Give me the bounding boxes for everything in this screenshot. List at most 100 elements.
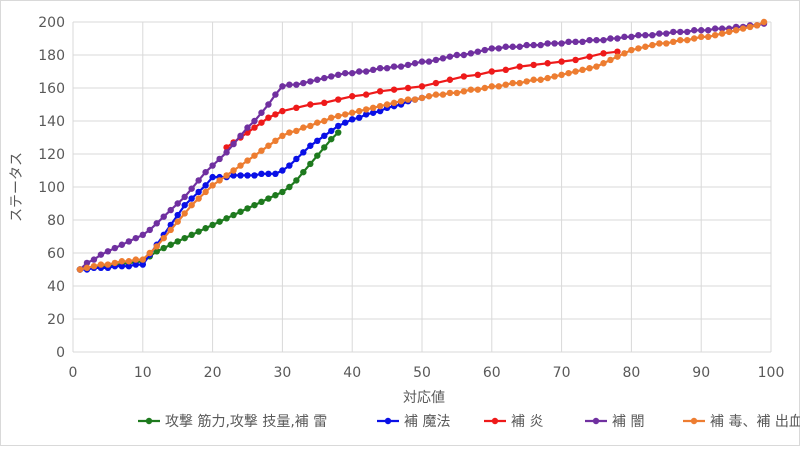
data-point — [258, 170, 265, 177]
data-point — [188, 201, 195, 209]
data-point — [118, 241, 126, 248]
data-point — [530, 41, 537, 49]
data-point — [258, 198, 265, 206]
legend-item: 補 魔法 — [377, 414, 450, 430]
data-point — [265, 142, 272, 149]
data-point — [293, 177, 300, 184]
data-point — [376, 102, 384, 110]
x-tick-label: 10 — [134, 365, 152, 381]
data-point — [265, 114, 272, 121]
data-point — [258, 147, 265, 154]
data-point — [467, 86, 475, 93]
data-point — [579, 38, 586, 45]
data-point — [698, 33, 705, 41]
data-point — [383, 65, 391, 72]
data-point — [614, 53, 621, 60]
data-point — [439, 91, 447, 98]
data-point — [216, 155, 223, 163]
data-point — [453, 51, 461, 59]
data-point — [649, 41, 656, 49]
x-tick-label: 0 — [69, 365, 78, 381]
data-point — [551, 40, 558, 47]
data-point — [174, 200, 181, 207]
data-point — [328, 114, 335, 121]
legend-label: 補 魔法 — [404, 414, 450, 430]
data-point — [586, 53, 593, 60]
data-point — [362, 106, 370, 113]
data-point — [488, 45, 495, 52]
data-point — [425, 93, 433, 100]
data-point — [251, 124, 258, 131]
data-point — [607, 56, 614, 64]
data-point — [558, 58, 565, 65]
data-point — [195, 195, 202, 202]
data-point — [202, 225, 209, 232]
data-point — [328, 127, 335, 135]
data-point — [446, 76, 454, 83]
data-point — [174, 238, 181, 245]
data-point — [300, 79, 307, 87]
data-point — [432, 79, 440, 87]
data-point — [474, 48, 482, 55]
data-point — [307, 142, 314, 149]
data-point — [502, 66, 509, 74]
data-point — [460, 51, 468, 59]
data-point — [397, 98, 405, 105]
data-point — [502, 43, 509, 50]
data-point — [202, 168, 209, 176]
data-point — [411, 60, 419, 67]
data-point — [551, 73, 558, 80]
data-point — [335, 122, 342, 130]
data-point — [153, 243, 160, 250]
data-point — [223, 172, 230, 179]
data-point — [160, 213, 167, 220]
legend-marker — [145, 417, 153, 425]
data-point — [593, 36, 600, 44]
y-tick-label: 100 — [38, 180, 65, 196]
data-point — [104, 248, 112, 255]
data-point — [404, 84, 412, 92]
data-point — [488, 83, 495, 90]
data-point — [272, 111, 279, 118]
data-point — [202, 182, 209, 189]
x-tick-label: 80 — [622, 365, 640, 381]
x-tick-label: 50 — [413, 365, 431, 381]
data-point — [244, 205, 251, 212]
data-point — [614, 48, 621, 55]
data-point — [495, 45, 502, 52]
data-point — [670, 28, 677, 36]
legend: 攻撃 筋力,攻撃 技量,補 雷 補 魔法 補 炎 補 闇 補 毒、補 出血 — [138, 413, 800, 430]
data-point — [544, 74, 551, 82]
data-point — [307, 122, 314, 130]
data-point — [125, 258, 133, 265]
data-point — [272, 170, 279, 177]
data-point — [335, 129, 342, 136]
legend-item: 補 闇 — [585, 414, 644, 430]
data-point — [300, 124, 307, 131]
data-point — [516, 63, 523, 70]
data-point — [718, 30, 726, 37]
data-point — [321, 144, 328, 151]
data-point — [244, 157, 251, 164]
series-4 — [76, 20, 768, 273]
data-point — [495, 83, 502, 90]
data-point — [139, 231, 146, 239]
data-point — [90, 263, 98, 270]
data-point — [293, 104, 300, 112]
x-tick-label: 100 — [758, 365, 785, 381]
data-point — [656, 30, 663, 37]
data-point — [314, 76, 321, 83]
data-point — [279, 83, 286, 90]
data-point — [209, 173, 216, 181]
y-tick-label: 120 — [38, 147, 65, 163]
y-tick-label: 140 — [38, 114, 65, 130]
data-point — [216, 177, 223, 184]
data-point — [118, 263, 126, 270]
data-point — [677, 28, 684, 36]
data-point — [314, 137, 321, 144]
data-point — [376, 88, 384, 95]
data-point — [125, 238, 133, 245]
data-point — [593, 63, 600, 70]
data-point — [223, 215, 230, 222]
data-point — [544, 60, 551, 67]
